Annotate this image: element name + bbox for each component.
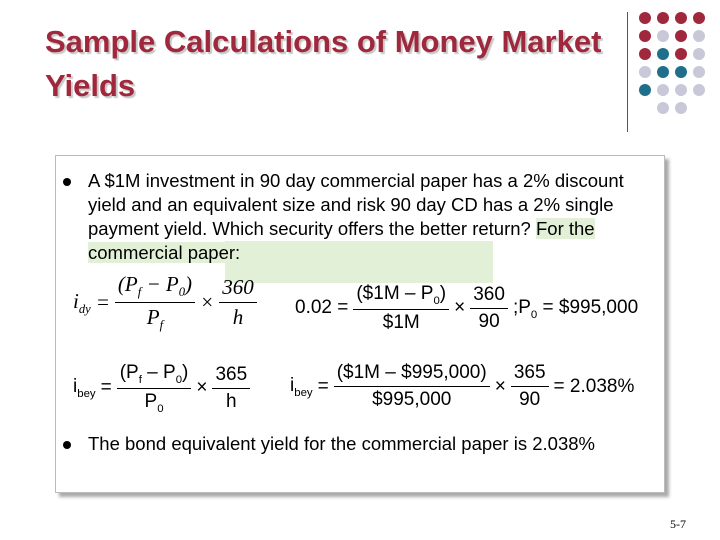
subscript: f	[159, 318, 164, 333]
subscript: f	[137, 285, 142, 300]
denominator: $1M	[380, 310, 423, 334]
numerator: 360	[470, 284, 508, 309]
formula-text: = 2.038%	[553, 375, 635, 397]
numerator: 360	[219, 275, 257, 304]
formula-text: i	[73, 288, 79, 313]
formula-text: h	[232, 305, 244, 330]
formula-text: – P	[141, 362, 176, 383]
slide-title: Sample Calculations of Money Market Yiel…	[45, 24, 602, 103]
formula-text: 360	[473, 283, 505, 305]
denominator: Pf	[144, 303, 166, 333]
formula-text: ×	[200, 290, 215, 315]
formula-text: ×	[494, 375, 506, 397]
formula-text: h	[226, 390, 237, 412]
bullet: The bond equivalent yield for the commer…	[63, 432, 658, 456]
highlight-box	[225, 241, 493, 283]
formula-text: (P	[117, 272, 138, 296]
bullet: A $1M investment in 90 day commercial pa…	[63, 169, 658, 265]
subscript: 0	[530, 308, 538, 321]
fraction: 365 h	[212, 363, 251, 413]
formula-term: =	[101, 377, 112, 399]
denominator: h	[230, 303, 247, 330]
fraction: ($1M – P0) $1M	[353, 283, 450, 334]
denominator: h	[223, 389, 240, 413]
formula-term: ibey	[290, 375, 313, 399]
denominator: 90	[516, 387, 543, 411]
formula-term: idy	[73, 289, 91, 317]
formula-text: ($1M – P	[356, 283, 434, 304]
dot-grid	[639, 12, 705, 114]
subscript: bey	[77, 388, 96, 401]
decoration	[639, 12, 705, 114]
subscript: 0	[157, 402, 164, 415]
formula-term: ×	[495, 376, 506, 398]
denominator: 90	[476, 309, 503, 333]
fraction: (Pf − P0) Pf	[114, 272, 196, 333]
formula-text: i	[73, 376, 78, 398]
fraction: (Pf – P0) P0	[116, 362, 192, 415]
subscript: 0	[175, 373, 183, 386]
numerator: 365	[510, 362, 549, 387]
formula-text: i	[290, 374, 295, 396]
slide-number: 5-7	[670, 517, 686, 531]
fraction: 365 90	[510, 362, 549, 411]
formula-text: 360	[222, 275, 254, 300]
content-box	[55, 155, 665, 493]
formula-text: = $995,000	[537, 296, 639, 318]
formula-term: ibey	[73, 376, 96, 400]
fraction: 360 90	[470, 284, 508, 333]
formula-term: =	[318, 376, 329, 398]
formula-text: ×	[196, 377, 208, 399]
numerator: (Pf − P0)	[114, 272, 196, 304]
formula-text: 90	[478, 310, 500, 332]
subscript: bey	[294, 386, 313, 399]
bullet-text: A $1M investment in 90 day commercial pa…	[88, 170, 624, 239]
formula-term: ×	[200, 290, 214, 315]
subscript: f	[138, 373, 142, 386]
numerator: ($1M – P0)	[353, 283, 450, 310]
formula-text: =	[317, 375, 329, 397]
formula-text: =	[95, 290, 110, 315]
formula-term: ×	[454, 297, 465, 319]
formula-term: =	[96, 290, 110, 315]
formula-text: P	[144, 390, 158, 412]
subscript: dy	[78, 301, 91, 316]
denominator: $995,000	[369, 387, 454, 411]
formula: 0.02 = ($1M – P0) $1M × 360 90 ;P0 = $995,000	[295, 283, 638, 334]
divider	[627, 12, 628, 132]
formula-text: $1M	[382, 311, 420, 333]
fraction: ($1M – $995,000) $995,000	[333, 362, 490, 411]
formula-text: ×	[454, 297, 466, 319]
formula-text: − P	[141, 272, 179, 296]
formula: idy = (Pf − P0) Pf × 360 h	[73, 272, 257, 333]
formula-text: (P	[119, 362, 139, 383]
denominator: P0	[142, 389, 167, 415]
bullet-text: The bond equivalent yield for the commer…	[88, 433, 595, 454]
formula-term: ×	[196, 377, 207, 399]
formula-term: = 2.038%	[554, 376, 635, 398]
formula-text: =	[100, 377, 112, 399]
formula-text: P	[146, 305, 160, 330]
numerator: (Pf – P0)	[116, 362, 192, 389]
formula-term: ;P0 = $995,000	[513, 297, 638, 321]
formula-text: )	[439, 283, 447, 304]
formula-text: ;P	[512, 296, 531, 318]
formula: ibey = (Pf – P0) P0 × 365 h	[73, 362, 251, 415]
formula-text: 365	[513, 362, 546, 383]
formula-text: 0.02 =	[295, 297, 349, 319]
subscript: 0	[433, 294, 440, 307]
formula-text: 90	[519, 389, 541, 410]
formula-text: )	[185, 272, 193, 296]
numerator: ($1M – $995,000)	[333, 362, 490, 387]
formula-text: 365	[215, 363, 248, 385]
formula-text: )	[182, 362, 189, 383]
subscript: 0	[178, 285, 186, 300]
formula-text: ($1M – $995,000)	[336, 362, 487, 383]
formula: ibey = ($1M – $995,000) $995,000 × 365 90 = 2.0…	[290, 362, 634, 411]
formula-term: 0.02 =	[295, 297, 348, 319]
formula-text: $995,000	[372, 389, 452, 410]
numerator: 365	[212, 363, 251, 389]
fraction: 360 h	[219, 275, 257, 330]
